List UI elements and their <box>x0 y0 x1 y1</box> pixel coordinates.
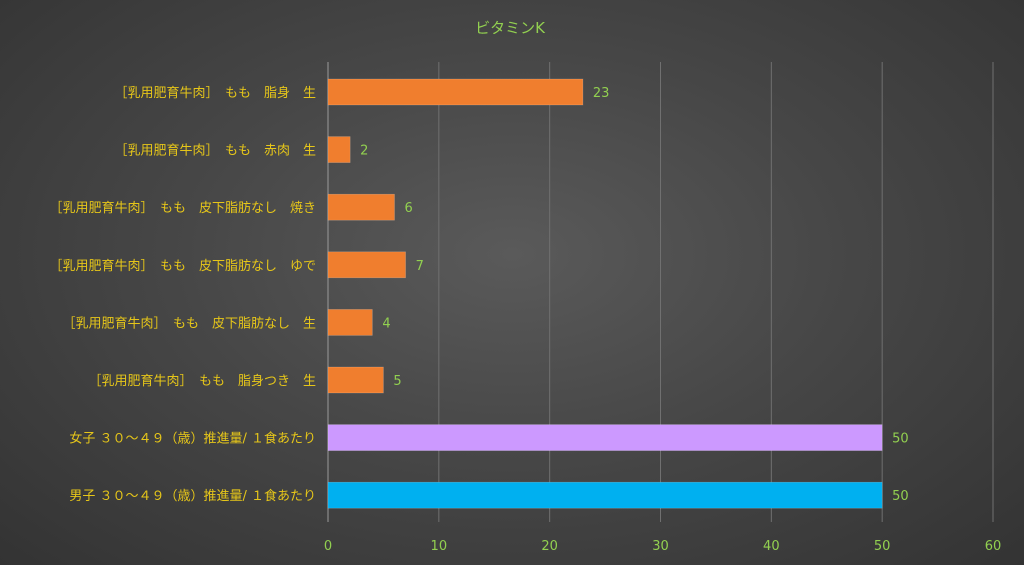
category-label: ［乳用肥育牛肉］ もも 皮下脂肪なし ゆで <box>49 258 316 274</box>
data-label: 50 <box>892 489 909 504</box>
data-label: 6 <box>405 201 413 216</box>
bars <box>327 78 883 509</box>
x-tick-label: 50 <box>874 539 891 554</box>
data-label: 23 <box>593 86 610 101</box>
category-label: 女子 ３０～４９（歳）推進量/ １食あたり <box>69 431 316 447</box>
data-labels: 23 2 6 7 4 5 50 50 <box>360 86 909 504</box>
category-label: ［乳用肥育牛肉］ もも 皮下脂肪なし 焼き <box>49 200 316 216</box>
category-label: ［乳用肥育牛肉］ もも 脂身 生 <box>114 85 316 101</box>
category-label: ［乳用肥育牛肉］ もも 脂身つき 生 <box>88 373 316 389</box>
x-tick-label: 0 <box>324 539 332 554</box>
data-label: 4 <box>382 316 390 331</box>
data-label: 50 <box>892 432 909 447</box>
data-label: 7 <box>416 259 424 274</box>
bar <box>327 78 584 106</box>
bar <box>327 481 883 509</box>
category-label: ［乳用肥育牛肉］ もも 皮下脂肪なし 生 <box>62 315 316 331</box>
x-tick-label: 60 <box>985 539 1002 554</box>
data-label: 2 <box>360 144 368 159</box>
data-label: 5 <box>393 374 401 389</box>
gridlines <box>327 62 994 522</box>
x-axis-ticks: 0 10 20 30 40 50 60 <box>324 539 1001 554</box>
chart-title: ビタミンK <box>475 19 546 37</box>
x-tick-label: 10 <box>431 539 448 554</box>
bar <box>327 193 395 221</box>
x-tick-label: 40 <box>763 539 780 554</box>
bar <box>327 366 384 394</box>
bar <box>327 424 883 451</box>
category-label: 男子 ３０～４９（歳）推進量/ １食あたり <box>69 488 316 504</box>
x-tick-label: 20 <box>541 539 558 554</box>
bar <box>327 309 373 336</box>
x-tick-label: 30 <box>652 539 669 554</box>
category-labels: ［乳用肥育牛肉］ もも 脂身 生 ［乳用肥育牛肉］ もも 赤肉 生 ［乳用肥育牛肉］… <box>49 85 316 504</box>
bar <box>327 251 406 279</box>
category-label: ［乳用肥育牛肉］ もも 赤肉 生 <box>114 143 316 159</box>
bar <box>327 136 351 163</box>
